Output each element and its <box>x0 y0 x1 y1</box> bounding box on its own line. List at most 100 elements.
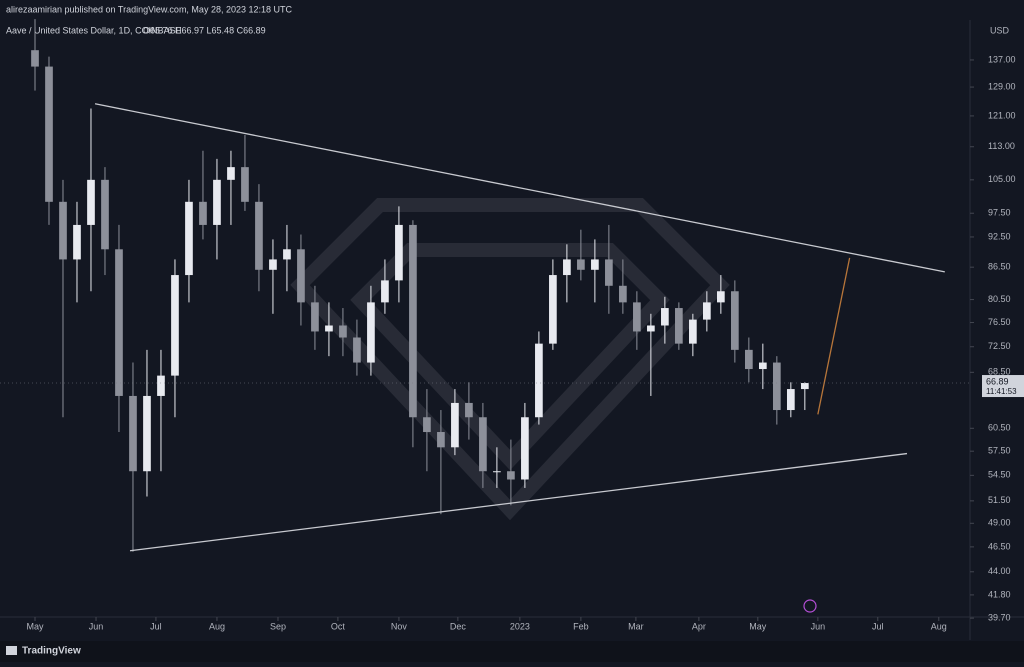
candle-body <box>213 179 221 225</box>
candle-body <box>171 275 179 376</box>
candle-body <box>311 302 319 332</box>
candle-body <box>479 417 487 472</box>
candle-body <box>730 291 739 350</box>
x-tick-label: Oct <box>331 621 346 631</box>
x-tick-label: May <box>26 621 44 631</box>
price-tag-value: 66.89 <box>986 376 1009 386</box>
price-tag <box>982 375 1024 398</box>
event-icon <box>803 599 817 613</box>
candle-body <box>59 201 67 260</box>
candle-body <box>647 325 655 332</box>
candle-body <box>563 259 571 276</box>
candle-body <box>605 259 613 286</box>
candle-body <box>535 343 543 418</box>
candle-body <box>786 389 795 411</box>
y-tick-label: 76.50 <box>988 317 1011 327</box>
symbol-title: Aave / United States Dollar, 1D, COINBAS… <box>6 25 182 35</box>
y-tick-label: 41.80 <box>988 589 1011 599</box>
candle-body <box>395 224 403 281</box>
publisher: alirezaamirian published on TradingView.… <box>6 4 292 14</box>
candle-body <box>619 285 627 303</box>
candle-body <box>199 201 207 225</box>
trendline <box>129 452 908 552</box>
y-tick-label: 92.50 <box>988 231 1011 241</box>
candle-body <box>549 275 557 344</box>
candle-body <box>465 402 473 418</box>
brand-logo <box>6 646 17 655</box>
candle-body <box>283 249 291 260</box>
candle-body <box>633 302 641 332</box>
candle-body <box>367 302 375 363</box>
candle-body <box>297 249 305 303</box>
candle-body <box>143 395 151 472</box>
candle-body <box>451 402 459 448</box>
ohlc-legend: O65.76 H66.97 L65.48 C66.89 <box>143 25 266 35</box>
candle-body <box>45 66 53 202</box>
candle-body <box>717 291 725 303</box>
y-tick-label: 86.50 <box>988 262 1011 272</box>
x-tick-label: Aug <box>209 621 225 631</box>
candle-body <box>409 224 417 418</box>
candle-body <box>675 308 683 344</box>
candle-body <box>703 302 711 320</box>
candle-body <box>325 325 333 332</box>
candle-body <box>591 259 599 270</box>
x-tick-label: Jun <box>811 621 826 631</box>
y-tick-label: 121.00 <box>988 110 1016 120</box>
candle-body <box>423 417 431 433</box>
y-tick-label: 51.50 <box>988 495 1011 505</box>
candle-body <box>577 259 585 270</box>
trendline <box>94 103 945 273</box>
y-tick-label: 72.50 <box>988 341 1011 351</box>
candle-body <box>689 319 697 344</box>
y-tick-label: 54.50 <box>988 470 1011 480</box>
x-tick-label: Feb <box>573 621 589 631</box>
candle-body <box>493 471 501 473</box>
candle-body <box>87 179 95 225</box>
candle-body <box>800 383 809 390</box>
y-tick-label: 49.00 <box>988 518 1011 528</box>
candle-body <box>31 50 39 67</box>
x-tick-label: May <box>749 621 767 631</box>
candle-body <box>101 179 109 250</box>
candle-body <box>269 259 277 270</box>
x-tick-label: Mar <box>628 621 644 631</box>
candle-body <box>157 375 165 396</box>
candle-body <box>661 308 669 326</box>
candle-body <box>339 325 347 338</box>
candle-body <box>758 362 767 370</box>
x-tick-label: Sep <box>270 621 286 631</box>
candle-body <box>772 362 781 411</box>
candle-body <box>507 471 515 480</box>
y-tick-label: 60.50 <box>988 423 1011 433</box>
candle-body <box>437 432 445 448</box>
candle-body <box>129 395 137 472</box>
x-tick-label: Dec <box>450 621 467 631</box>
y-tick-label: 46.50 <box>988 541 1011 551</box>
candle-body <box>73 224 81 260</box>
trendline <box>817 257 851 415</box>
y-tick-label: 113.00 <box>988 141 1015 151</box>
currency: USD <box>990 25 1010 35</box>
x-tick-label: Aug <box>931 621 947 631</box>
y-tick-label: 57.50 <box>988 446 1011 456</box>
y-tick-label: 137.00 <box>988 54 1016 64</box>
y-tick-label: 44.00 <box>988 566 1011 576</box>
footer-bar <box>0 641 1024 662</box>
x-tick-label: Jul <box>872 621 884 631</box>
candle-body <box>185 201 193 276</box>
x-tick-label: Jul <box>150 621 162 631</box>
y-tick-label: 68.50 <box>988 367 1011 377</box>
candle-body <box>744 349 753 370</box>
candle-body <box>381 280 389 303</box>
x-tick-label: Apr <box>692 621 706 631</box>
candle-body <box>521 417 529 480</box>
candle-body <box>241 167 249 202</box>
candle-body <box>255 201 263 270</box>
x-tick-label: Nov <box>391 621 408 631</box>
y-tick-label: 97.50 <box>988 208 1011 218</box>
price-tag-countdown: 11:41:53 <box>986 387 1017 396</box>
